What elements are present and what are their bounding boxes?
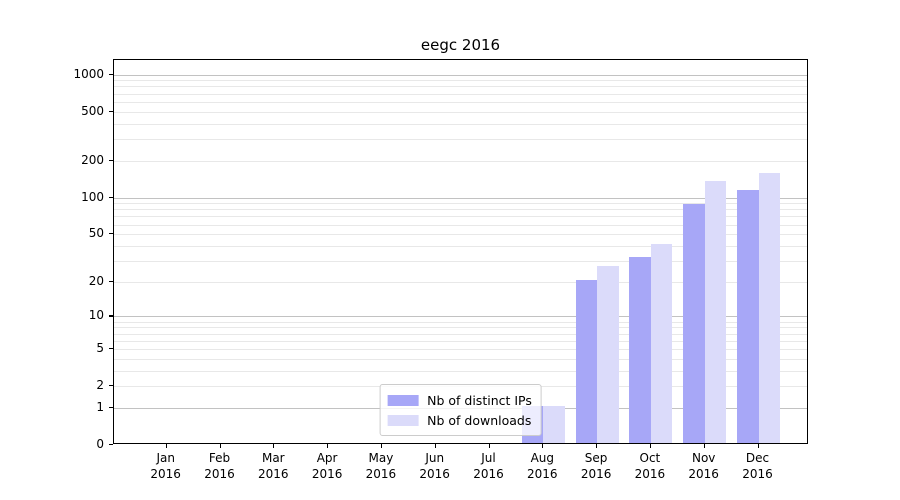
x-tick-mark (380, 444, 383, 448)
x-tick-mark (434, 444, 436, 448)
x-tick-mark (542, 444, 544, 448)
x-tick-mark (165, 444, 167, 448)
y-tick-label: 2 (96, 378, 104, 393)
y-tick-mark (109, 280, 113, 282)
gridline-minor (114, 327, 807, 329)
bar-downloads-aug (543, 405, 565, 443)
y-tick-label: 1 (96, 399, 104, 414)
gridline-minor (114, 101, 807, 103)
legend-row-downloads: Nb of downloads (387, 410, 532, 430)
x-tick-label: Oct 2016 (634, 451, 666, 481)
y-tick-label: 1000 (73, 66, 104, 81)
gridline-minor (114, 216, 807, 218)
gridline-minor (114, 80, 807, 82)
gridline-minor (114, 86, 807, 88)
x-tick-mark (327, 444, 329, 448)
y-tick-mark (109, 196, 113, 198)
y-tick-label: 10 (88, 308, 104, 323)
y-tick-mark (109, 110, 113, 112)
x-tick-mark (649, 444, 652, 448)
y-tick-mark (109, 73, 113, 75)
x-tick-label: Nov 2016 (688, 451, 719, 481)
x-tick-label: Dec 2016 (742, 451, 773, 481)
x-tick-mark (488, 444, 490, 448)
gridline-minor (114, 260, 807, 262)
y-tick-mark (109, 315, 113, 317)
gridline-minor (114, 321, 807, 323)
x-tick-mark (757, 444, 759, 448)
x-tick-label: Sep 2016 (580, 451, 612, 481)
legend-swatch-downloads (387, 414, 419, 426)
gridline-minor (114, 281, 807, 283)
x-tick-label: Jul 2016 (473, 451, 504, 481)
bar-distinct-ips-nov (683, 204, 705, 443)
y-tick-label: 0 (96, 437, 104, 451)
gridline-minor (114, 245, 807, 247)
x-tick-mark (703, 444, 705, 448)
plot-area: Nb of distinct IPs Nb of downloads (113, 59, 808, 444)
bar-distinct-ips-dec (737, 190, 759, 443)
bar-downloads-oct (650, 243, 673, 443)
x-tick-label: Mar 2016 (258, 451, 289, 481)
y-tick-mark (109, 406, 113, 408)
y-tick-label: 20 (88, 273, 104, 288)
x-tick-label: Feb 2016 (204, 451, 235, 481)
gridline-major (114, 197, 807, 199)
x-tick-mark (596, 444, 598, 448)
gridline-minor (114, 224, 807, 226)
gridline-minor (114, 333, 807, 335)
bar-downloads-nov (704, 180, 727, 443)
legend-row-distinct-ips: Nb of distinct IPs (387, 390, 532, 410)
y-tick-label: 5 (96, 340, 104, 355)
gridline-minor (114, 234, 807, 236)
gridline-minor (114, 348, 807, 350)
y-tick-label: 200 (81, 152, 104, 167)
y-tick-mark (109, 233, 113, 235)
x-tick-label: Apr 2016 (311, 451, 343, 481)
y-tick-mark (109, 347, 113, 350)
gridline-major (114, 74, 807, 76)
x-tick-mark (273, 444, 275, 448)
y-tick-mark (109, 385, 113, 387)
bar-distinct-ips-sep (575, 279, 598, 443)
gridline-minor (114, 111, 807, 113)
legend-label-downloads: Nb of downloads (427, 412, 532, 428)
gridline-minor (114, 340, 807, 342)
gridline-major (114, 316, 807, 318)
chart-title: eegc 2016 (420, 36, 501, 54)
gridline-minor (114, 358, 807, 360)
gridline-minor (114, 138, 807, 140)
x-tick-label: Aug 2016 (527, 451, 558, 481)
y-tick-mark (109, 444, 113, 446)
x-tick-label: Jan 2016 (150, 451, 181, 481)
x-tick-label: May 2016 (365, 451, 397, 481)
legend-swatch-distinct-ips (387, 394, 419, 406)
bar-downloads-dec (758, 172, 780, 443)
x-tick-label: Jun 2016 (419, 451, 450, 481)
bar-downloads-sep (597, 266, 619, 443)
x-tick-mark (219, 444, 221, 448)
gridline-minor (114, 370, 807, 372)
gridline-minor (114, 203, 807, 205)
legend-label-distinct-ips: Nb of distinct IPs (427, 392, 532, 408)
y-tick-mark (109, 159, 113, 161)
gridline-minor (114, 93, 807, 95)
legend: Nb of distinct IPs Nb of downloads (379, 384, 542, 436)
gridline-minor (114, 209, 807, 211)
gridline-minor (114, 160, 807, 162)
y-tick-label: 100 (81, 189, 104, 204)
gridline-minor (114, 123, 807, 125)
y-tick-label: 50 (88, 226, 104, 241)
bar-distinct-ips-oct (629, 257, 651, 443)
y-tick-label: 500 (81, 103, 104, 118)
